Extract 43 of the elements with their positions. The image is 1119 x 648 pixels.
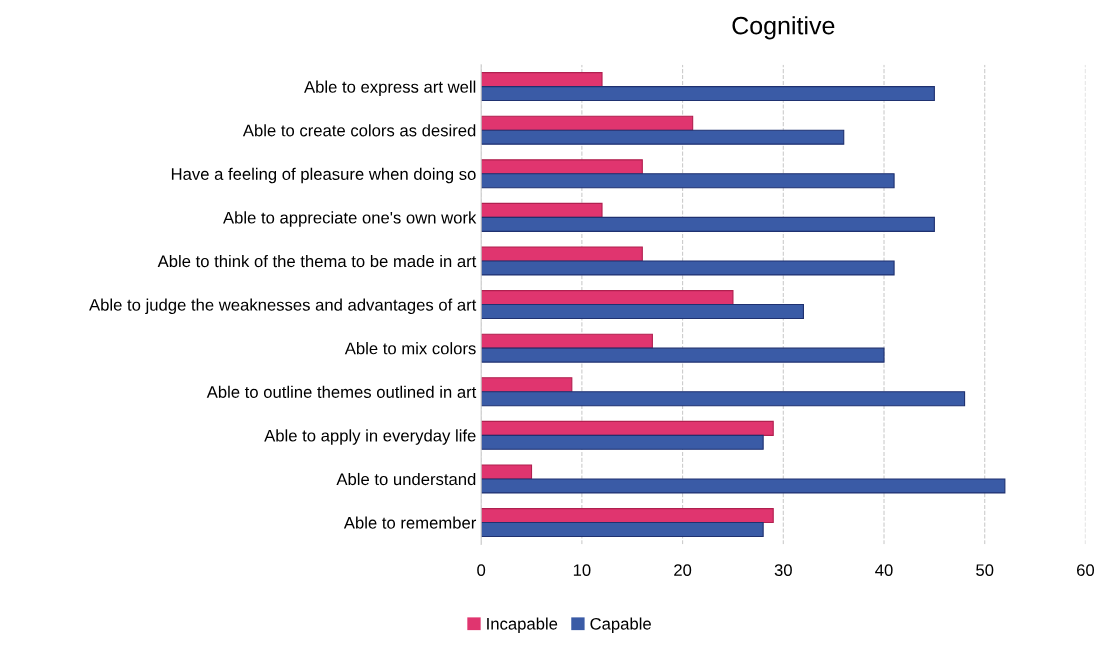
y-tick-label: Able to outline themes outlined in art (206, 385, 477, 398)
y-tick-label: Able to express art well (304, 80, 476, 97)
bar (481, 508, 774, 524)
bar (481, 86, 935, 102)
bar (481, 304, 804, 320)
x-tick-label: 30 (774, 564, 792, 577)
x-tick-label: 0 (477, 564, 486, 577)
bar (481, 521, 764, 538)
legend-label: Incapable (487, 617, 558, 633)
x-tick-label: 10 (573, 564, 591, 577)
bar (481, 202, 603, 218)
bar (481, 216, 935, 232)
bar (481, 159, 643, 175)
y-tick-label: Have a feeling of pleasure when doing so (171, 167, 476, 184)
bar (481, 420, 774, 436)
y-tick-label: Able to mix colors (344, 342, 476, 355)
bar (481, 347, 885, 363)
bar (481, 173, 895, 189)
legend-label: Capable (590, 617, 651, 633)
x-tick-label: 50 (976, 564, 994, 577)
y-tick-label: Able to remember (343, 516, 477, 529)
bar (481, 377, 573, 393)
y-tick-label: Able to understand (336, 472, 476, 486)
bar (481, 434, 764, 450)
bar (481, 478, 1006, 494)
y-tick-label: Able to apply in everyday life (264, 429, 476, 445)
y-tick-label: Able to create colors as desired (242, 124, 476, 137)
x-tick-label: 20 (674, 564, 692, 577)
chart-title: Cognitive (732, 16, 835, 40)
bar (481, 260, 895, 276)
bar (481, 72, 603, 88)
y-tick-label: Able to appreciate one's own work (223, 211, 477, 227)
bar (481, 246, 643, 262)
bar (481, 333, 653, 349)
y-tick-label: Able to think of the thema to be made in art (157, 254, 477, 268)
y-tick-label: Able to judge the weaknesses and advantages of art (89, 298, 477, 315)
bar (481, 391, 966, 407)
bar (481, 464, 533, 480)
bar (481, 115, 694, 131)
x-tick-label: 40 (875, 564, 893, 577)
x-tick-label: 60 (1077, 564, 1095, 577)
bar (481, 290, 734, 306)
bar (481, 129, 845, 145)
